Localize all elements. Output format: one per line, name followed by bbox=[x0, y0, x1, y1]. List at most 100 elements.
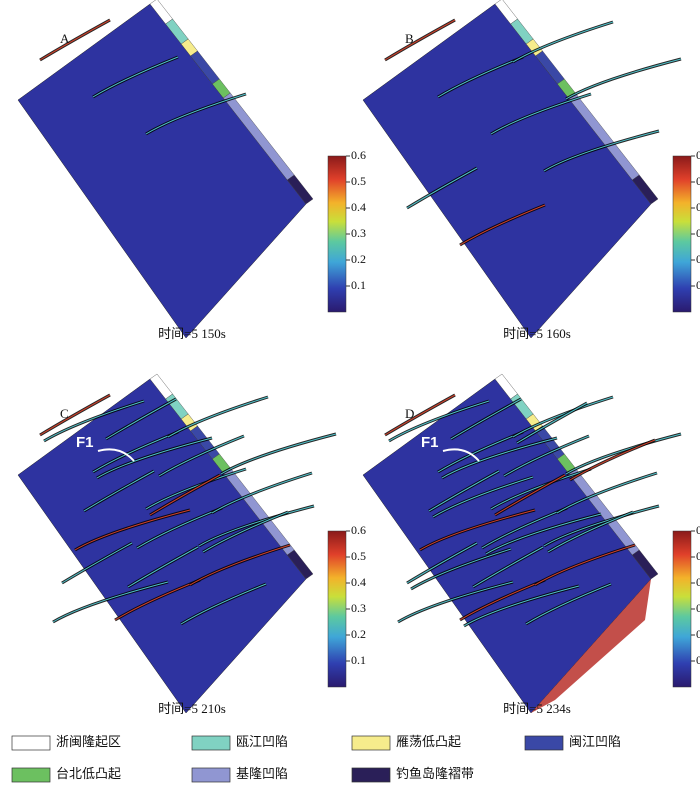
colorbar-tick-label: 0.4 bbox=[696, 575, 700, 589]
fracture-core bbox=[432, 476, 534, 518]
fracture-core bbox=[450, 398, 522, 440]
panel-label: D bbox=[405, 406, 414, 421]
legend-label: 闽江凹陷 bbox=[569, 734, 621, 749]
legend-swatch bbox=[11, 767, 51, 783]
fracture-core bbox=[145, 468, 247, 510]
fracture-core bbox=[39, 19, 111, 61]
high-zone bbox=[531, 579, 651, 713]
fracture-core bbox=[384, 394, 456, 436]
colorbar-tick-label: 0.3 bbox=[696, 226, 700, 240]
fracture-core bbox=[92, 431, 179, 473]
panel-caption: 时间=5 160s bbox=[503, 326, 571, 341]
fracture-core bbox=[406, 542, 478, 584]
fracture-core bbox=[459, 204, 546, 246]
fracture-core bbox=[220, 433, 337, 475]
fracture-core bbox=[543, 505, 660, 547]
fracture-core bbox=[198, 505, 315, 547]
panel-label: B bbox=[405, 31, 414, 46]
fracture-core bbox=[534, 544, 636, 586]
panel: C 时间=5 210s F1 0.6 0.5 0.4 0.3 0.2 0.1 bbox=[17, 373, 366, 716]
legend-swatch bbox=[351, 735, 391, 751]
panel-label: A bbox=[60, 31, 70, 46]
fracture-core bbox=[105, 398, 177, 440]
map bbox=[362, 3, 652, 339]
fracture-core bbox=[61, 542, 133, 584]
colorbar bbox=[327, 155, 347, 313]
fracture-core bbox=[441, 437, 558, 479]
legend-label: 钓鱼岛隆褶带 bbox=[396, 766, 474, 781]
fracture-streak bbox=[565, 57, 682, 101]
fracture-core bbox=[96, 437, 213, 479]
colorbar-tick-label: 0.1 bbox=[696, 278, 700, 292]
fault-label: F1 bbox=[421, 434, 439, 451]
colorbar-tick-label: 0.1 bbox=[696, 653, 700, 667]
legend-swatch bbox=[191, 735, 231, 751]
colorbar-tick-label: 0.6 bbox=[696, 148, 700, 162]
fracture-core bbox=[52, 581, 169, 623]
panel-caption: 时间=5 210s bbox=[158, 701, 226, 716]
legend-label: 基隆凹陷 bbox=[236, 766, 288, 781]
colorbar-tick-label: 0.6 bbox=[351, 148, 366, 162]
colorbar-tick-label: 0.3 bbox=[696, 601, 700, 615]
fracture-core bbox=[543, 130, 660, 172]
legend-swatch bbox=[351, 767, 391, 783]
colorbar bbox=[327, 530, 347, 688]
legend-label: 瓯江凹陷 bbox=[236, 734, 288, 749]
colorbar-tick-label: 0.4 bbox=[696, 200, 700, 214]
colorbar-tick-label: 0.5 bbox=[351, 174, 366, 188]
fracture-core bbox=[189, 544, 291, 586]
colorbar-tick-label: 0.2 bbox=[696, 627, 700, 641]
fracture-core bbox=[127, 546, 199, 588]
fracture-core bbox=[384, 19, 456, 61]
fracture-core bbox=[490, 468, 592, 510]
fracture-core bbox=[211, 472, 313, 514]
legend-swatch bbox=[524, 735, 564, 751]
fracture-core bbox=[410, 548, 512, 590]
region-strip bbox=[631, 174, 659, 205]
fracture-core bbox=[180, 583, 267, 625]
fracture-core bbox=[145, 93, 247, 135]
fracture-core bbox=[437, 431, 524, 473]
fracture-core bbox=[136, 507, 223, 549]
fracture-core bbox=[569, 439, 656, 481]
colorbar-tick-label: 0.6 bbox=[351, 523, 366, 537]
colorbar-tick-label: 0.1 bbox=[351, 653, 366, 667]
fracture-core bbox=[516, 402, 588, 444]
fracture-core bbox=[39, 394, 111, 436]
fracture-core bbox=[83, 470, 155, 512]
fracture-core bbox=[74, 509, 191, 551]
legend-label: 雁荡低凸起 bbox=[396, 734, 461, 749]
panel: A 时间=5 150s 0.6 0.5 0.4 0.3 0.2 0.1 bbox=[17, 0, 366, 341]
fracture-core bbox=[503, 435, 590, 477]
colorbar-tick-label: 0.5 bbox=[351, 549, 366, 563]
fracture-core bbox=[525, 583, 612, 625]
colorbar-tick-label: 0.5 bbox=[696, 549, 700, 563]
panel-caption: 时间=5 234s bbox=[503, 701, 571, 716]
region-strip bbox=[631, 549, 659, 580]
colorbar bbox=[672, 155, 692, 313]
fracture-core bbox=[397, 581, 514, 623]
legend-label: 浙闽隆起区 bbox=[56, 734, 121, 749]
panel: B 时间=5 160s 0.6 0.5 0.4 0.3 0.2 0.1 bbox=[362, 0, 700, 341]
fracture-core bbox=[565, 58, 682, 100]
fracture-core bbox=[556, 472, 658, 514]
fracture-core bbox=[481, 507, 568, 549]
colorbar-tick-label: 0.2 bbox=[351, 252, 366, 266]
colorbar-tick-label: 0.4 bbox=[351, 575, 366, 589]
fracture-core bbox=[437, 56, 524, 98]
fracture-core bbox=[485, 513, 602, 555]
fault-label: F1 bbox=[76, 434, 94, 451]
colorbar bbox=[672, 530, 692, 688]
panel: D 时间=5 234s F1 0.6 0.5 0.4 0.3 0.2 0.1 bbox=[362, 373, 700, 716]
legend-swatch bbox=[191, 767, 231, 783]
region-strip bbox=[286, 549, 314, 580]
fracture-core bbox=[547, 511, 634, 553]
colorbar-tick-label: 0.2 bbox=[696, 252, 700, 266]
fracture-core bbox=[463, 585, 580, 627]
fracture-core bbox=[202, 511, 289, 553]
colorbar-tick-label: 0.6 bbox=[696, 523, 700, 537]
fracture-streak bbox=[220, 432, 337, 476]
fracture-core bbox=[494, 474, 566, 516]
fracture-core bbox=[149, 474, 221, 516]
